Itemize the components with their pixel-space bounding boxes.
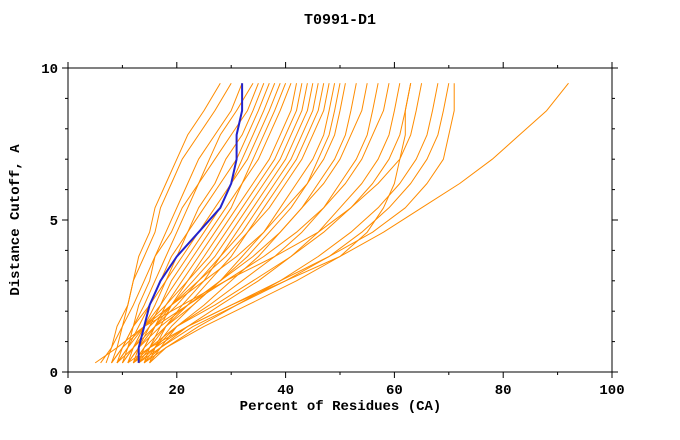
x-tick-label: 60 xyxy=(386,383,403,399)
series-line-model-30 xyxy=(138,83,450,364)
series-line-model-05 xyxy=(100,83,259,364)
y-tick-label: 10 xyxy=(41,62,58,78)
series-line-model-20 xyxy=(132,83,341,364)
series-line-model-17 xyxy=(138,83,325,364)
series-line-model-24 xyxy=(138,83,379,364)
y-tick-label: 5 xyxy=(50,214,58,230)
y-tick-label: 0 xyxy=(50,366,58,382)
series-line-model-32 xyxy=(143,83,412,364)
series-line-model-02 xyxy=(105,82,232,364)
series-line-model-25 xyxy=(116,83,390,364)
series-line-highlight-model xyxy=(137,83,244,363)
series-line-model-29 xyxy=(149,83,439,364)
x-tick-label: 0 xyxy=(64,383,72,399)
series-line-model-14 xyxy=(132,83,308,364)
x-tick-label: 100 xyxy=(599,383,624,399)
x-tick-label: 20 xyxy=(168,383,185,399)
series-line-model-33 xyxy=(133,82,569,364)
x-tick-label: 80 xyxy=(495,383,512,399)
x-axis-label: Percent of Residues (CA) xyxy=(239,399,442,415)
chart-title: T0991-D1 xyxy=(303,12,376,29)
series-line-model-27 xyxy=(132,83,412,364)
series-line-model-23 xyxy=(127,83,368,364)
series-line-model-18 xyxy=(121,83,330,364)
x-tick-label: 40 xyxy=(277,383,294,399)
series-line-model-07 xyxy=(116,83,270,364)
